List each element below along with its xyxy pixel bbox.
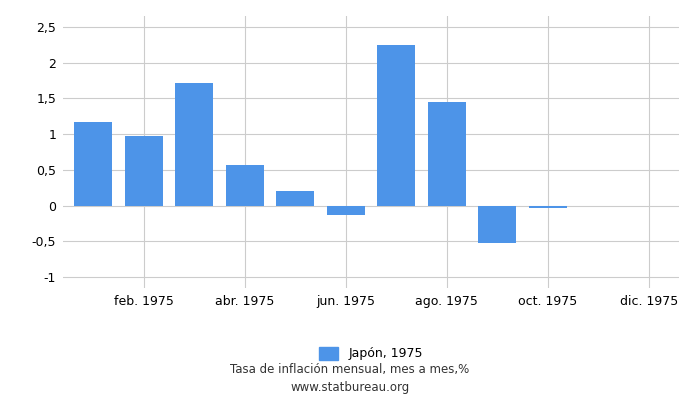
Bar [478, 206, 516, 243]
Text: Tasa de inflación mensual, mes a mes,%: Tasa de inflación mensual, mes a mes,% [230, 364, 470, 376]
Bar [428, 102, 466, 206]
Bar [276, 191, 314, 206]
Bar [377, 45, 415, 206]
Bar [125, 136, 162, 206]
Bar [528, 206, 567, 208]
Bar [226, 165, 264, 206]
Bar [327, 206, 365, 215]
Bar [74, 122, 112, 206]
Text: www.statbureau.org: www.statbureau.org [290, 382, 410, 394]
Bar [175, 82, 214, 206]
Legend: Japón, 1975: Japón, 1975 [313, 340, 429, 367]
